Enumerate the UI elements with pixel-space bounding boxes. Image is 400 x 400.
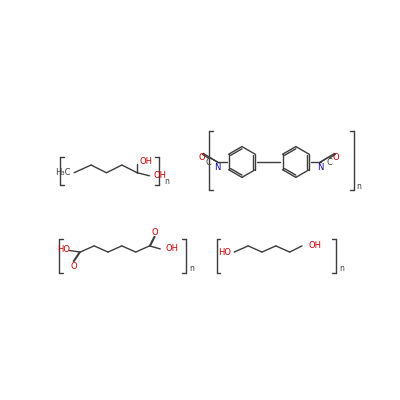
- Text: N: N: [214, 163, 220, 172]
- Text: OH: OH: [166, 244, 179, 254]
- Text: n: n: [340, 264, 345, 274]
- Text: C: C: [327, 158, 333, 167]
- Text: OH: OH: [309, 241, 322, 250]
- Text: C: C: [205, 158, 211, 167]
- Text: n: n: [356, 182, 361, 191]
- Text: O: O: [332, 153, 339, 162]
- Text: HO: HO: [218, 248, 232, 256]
- Text: H₃C: H₃C: [55, 168, 70, 177]
- Text: n: n: [164, 177, 169, 186]
- Text: OH: OH: [154, 171, 166, 180]
- Text: N: N: [317, 163, 324, 172]
- Text: O: O: [70, 262, 77, 271]
- Text: O: O: [152, 228, 158, 236]
- Text: HO: HO: [58, 245, 70, 254]
- Text: O: O: [199, 153, 205, 162]
- Text: n: n: [190, 264, 194, 274]
- Text: OH: OH: [140, 158, 152, 166]
